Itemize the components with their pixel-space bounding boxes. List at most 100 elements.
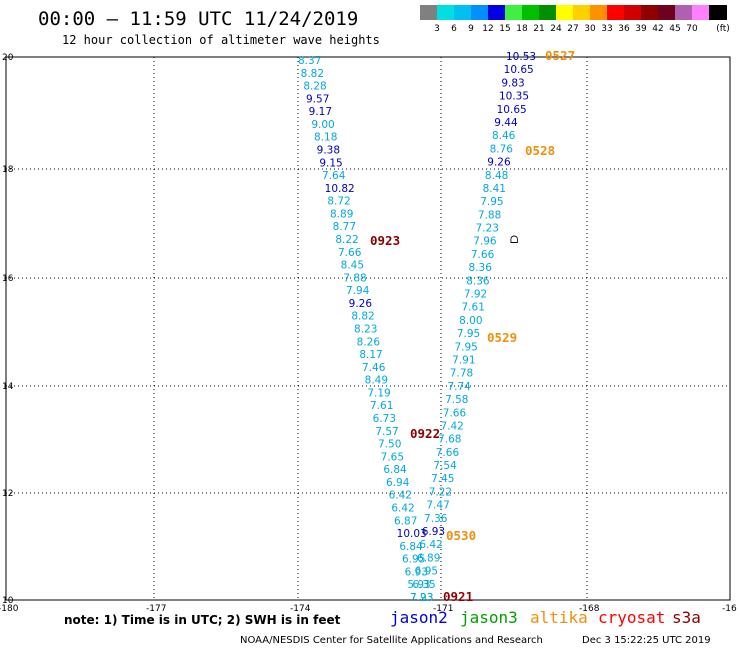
lon-label: -16 (722, 604, 737, 614)
scale-swatch (522, 5, 540, 20)
swh-value: 7.92 (464, 289, 487, 301)
swh-value: 7.68 (438, 434, 461, 446)
swh-value: 7.96 (473, 236, 497, 248)
satellite-legend-item: jason2 (390, 608, 448, 627)
swh-value: 8.23 (354, 324, 377, 336)
swh-value: 7.88 (478, 209, 501, 221)
swh-value: 7.46 (362, 362, 386, 374)
swh-value: 8.48 (485, 170, 508, 182)
scale-swatch (573, 5, 591, 20)
lat-label: 14 (2, 382, 14, 392)
map-grid (5, 56, 731, 601)
swh-value: 9.26 (487, 157, 511, 169)
track-a: 8.378.828.289.579.179.008.189.389.157.64… (298, 55, 433, 604)
scale-label: 33 (601, 24, 613, 34)
lat-label: 16 (2, 274, 14, 284)
swh-value: 7.66 (436, 447, 460, 459)
swh-value: 7.61 (462, 302, 485, 314)
swh-value: 8.41 (483, 183, 506, 195)
scale-swatch (641, 5, 659, 20)
swh-value: 10.53 (506, 51, 536, 63)
swh-value: 5.93 (407, 579, 430, 591)
swh-value: 7.58 (445, 394, 468, 406)
scale-swatch (471, 5, 489, 20)
swh-value: 7.23 (410, 592, 433, 604)
satellite-legend-item: s3a (672, 608, 701, 627)
swh-value: 7.19 (367, 387, 390, 399)
pass-time-label: 0529 (487, 330, 517, 345)
lon-label: -177 (146, 604, 166, 614)
scale-swatch (420, 5, 438, 20)
satellite-legend-item: altika (530, 608, 588, 627)
swh-value: 8.72 (327, 196, 350, 208)
scale-label: 70 (686, 24, 698, 34)
scale-swatch (437, 5, 455, 20)
marker-glyph: ᗝ (510, 235, 518, 246)
scale-label: 18 (516, 24, 528, 34)
swh-value: 7.64 (322, 170, 346, 182)
scale-label: 45 (669, 24, 681, 34)
scale-swatch (590, 5, 608, 20)
satellite-legend-item: cryosat (598, 608, 666, 627)
swh-value: 9.17 (309, 106, 332, 118)
scale-label: 9 (468, 24, 474, 34)
lat-label: 18 (2, 165, 14, 175)
swh-value: 10.65 (504, 64, 534, 76)
swh-value: 8.28 (303, 81, 326, 93)
scale-swatch (539, 5, 557, 20)
lon-label: -174 (290, 604, 311, 614)
scale-label: 30 (584, 24, 596, 34)
swh-value: 7.95 (454, 341, 477, 353)
pass-time-label: 0922 (410, 426, 440, 441)
swh-value: 8.89 (330, 208, 353, 220)
scale-swatch (556, 5, 574, 20)
scale-label: 6 (451, 24, 457, 34)
swh-value: 6.42 (419, 539, 442, 551)
map-frame (5, 56, 731, 601)
pass-time-label: 0921 (443, 589, 473, 604)
swh-value: 8.49 (365, 375, 388, 387)
page-title: 00:00 – 11:59 UTC 11/24/2019 (38, 8, 359, 30)
swh-value: 7.45 (431, 473, 454, 485)
swh-value: 7.22 (429, 486, 452, 498)
lat-label: 20 (2, 53, 14, 63)
swh-value: 8.00 (459, 315, 482, 327)
swh-value: 8.77 (333, 221, 356, 233)
scale-swatch (505, 5, 523, 20)
scale-label: 12 (482, 24, 494, 34)
scale-swatch (692, 5, 710, 20)
scale-label: 27 (567, 24, 579, 34)
swh-value: 7.23 (476, 223, 499, 235)
swh-value: 6.95 (415, 566, 438, 578)
scale-swatch (658, 5, 676, 20)
swh-value: 7.74 (447, 381, 471, 393)
swh-value: 8.37 (298, 55, 321, 67)
pass-time-label: 0528 (525, 143, 555, 158)
swh-value: 6.87 (394, 515, 417, 527)
scale-label: 21 (533, 24, 545, 34)
scale-swatch (488, 5, 506, 20)
swh-value: 8.46 (492, 130, 516, 142)
swh-value: 10.35 (499, 91, 529, 103)
pass-time-label: 0530 (446, 528, 476, 543)
swh-value: 7.66 (338, 247, 362, 259)
scale-label: 36 (618, 24, 630, 34)
swh-value: 8.45 (341, 260, 364, 272)
scale-label: 39 (635, 24, 647, 34)
swh-value: 7.66 (443, 407, 467, 419)
scale-swatch (454, 5, 472, 20)
lat-label: 12 (2, 489, 13, 499)
swh-value: 6.84 (383, 464, 407, 476)
swh-value: 6.89 (417, 552, 440, 564)
swh-value: 6.93 (405, 566, 428, 578)
lon-label: -180 (0, 604, 19, 614)
credit: NOAA/NESDIS Center for Satellite Applica… (240, 635, 543, 646)
lon-label: -168 (579, 604, 600, 614)
swh-value: 6.95 (402, 554, 425, 566)
scale-label: 42 (652, 24, 664, 34)
swh-value: 7.57 (375, 426, 398, 438)
swh-value: 7.65 (381, 451, 404, 463)
swh-value: 10.65 (497, 104, 527, 116)
swh-value: 7.94 (346, 285, 370, 297)
